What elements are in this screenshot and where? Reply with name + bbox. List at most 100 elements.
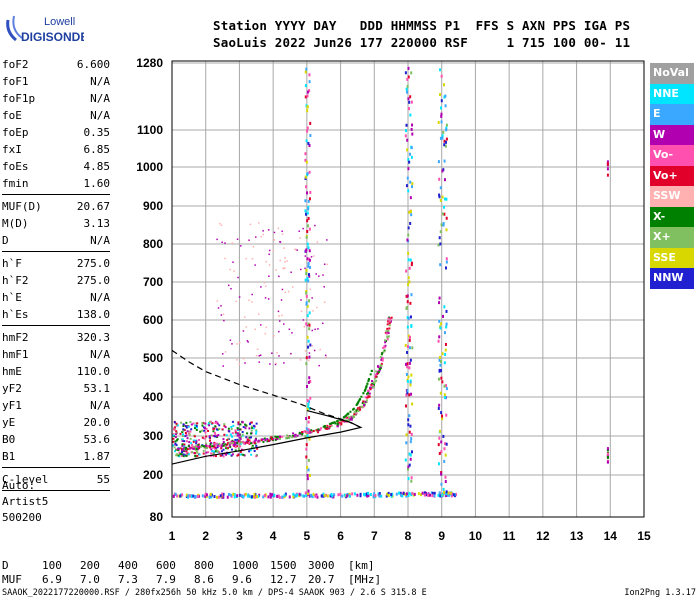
echo-point <box>323 494 326 498</box>
echo-point <box>193 447 196 450</box>
echo-point <box>220 447 223 450</box>
echo-point <box>404 458 407 462</box>
echo-point <box>377 372 380 375</box>
echo-point <box>250 453 253 456</box>
echo-point <box>177 449 180 452</box>
echo-point <box>236 359 238 361</box>
echo-point <box>329 422 332 425</box>
echo-point <box>203 437 206 440</box>
echo-point <box>256 447 259 450</box>
header-line-1: Station YYYY DAY DDD HHMMSS P1 FFS S AXN… <box>213 18 631 33</box>
echo-point <box>231 343 233 345</box>
echo-point <box>194 495 197 499</box>
echo-point <box>433 494 436 498</box>
echo-point <box>175 433 178 436</box>
echo-point <box>282 267 284 270</box>
echo-point <box>279 259 281 262</box>
echo-point <box>193 435 196 438</box>
echo-point <box>326 239 328 241</box>
echo-point <box>353 413 356 416</box>
echo-point <box>405 373 408 377</box>
y-tick-label: 80 <box>150 510 164 524</box>
echo-point <box>351 415 354 418</box>
echo-point <box>181 493 184 497</box>
echo-point <box>323 286 325 288</box>
legend-item: X+ <box>650 227 694 248</box>
echo-point <box>442 487 445 491</box>
echo-point <box>390 316 393 319</box>
echo-point <box>231 440 234 443</box>
echo-point <box>248 439 251 442</box>
echo-point <box>180 447 183 450</box>
param-row: foF1 N/A <box>2 73 110 90</box>
echo-point <box>445 137 448 141</box>
echo-point <box>196 448 199 451</box>
echo-point <box>262 495 265 499</box>
echo-point <box>255 354 258 357</box>
x-tick-label: 7 <box>371 529 378 543</box>
echo-point <box>260 235 262 238</box>
echo-point <box>218 424 221 427</box>
param-separator <box>2 251 110 252</box>
echo-point <box>265 260 268 263</box>
echo-point <box>372 495 375 499</box>
echo-point <box>378 492 381 496</box>
echo-point <box>236 441 239 444</box>
echo-point <box>231 432 234 435</box>
echo-point <box>285 436 288 439</box>
echo-point <box>356 403 359 406</box>
muf-value: 7.0 <box>80 573 100 586</box>
echo-point <box>243 493 246 497</box>
echo-point <box>187 425 190 428</box>
echo-point <box>437 493 440 497</box>
param-row: yE 20.0 <box>2 414 110 431</box>
echo-point <box>247 441 250 444</box>
echo-point <box>237 448 240 451</box>
echo-point <box>244 362 246 364</box>
echo-point <box>274 437 277 440</box>
echo-point <box>248 299 250 302</box>
echo-point <box>230 425 233 428</box>
echo-point <box>370 383 373 386</box>
echo-point <box>238 443 241 446</box>
echo-point <box>316 431 319 434</box>
echo-point <box>440 440 443 444</box>
polarization-legend: NoVal NNE E W Vo- Vo+ SSW X- X+ SSE NNW <box>650 63 694 289</box>
echo-point <box>262 233 265 236</box>
echo-point <box>375 379 378 382</box>
echo-point <box>291 434 294 437</box>
echo-point <box>438 296 441 300</box>
echo-point <box>351 492 354 496</box>
muf-distance-table: D 100 200 400 600 800 1000 1500 3000 [km] MUF 6… <box>2 559 381 587</box>
param-value: 53.6 <box>83 433 111 446</box>
echo-point <box>174 440 177 443</box>
echo-point <box>267 495 270 499</box>
x-tick-label: 14 <box>604 529 618 543</box>
echo-point <box>196 454 199 457</box>
echo-point <box>233 270 235 272</box>
echo-point <box>254 439 257 442</box>
echo-point <box>291 332 293 334</box>
echo-point <box>304 278 307 282</box>
echo-point <box>212 442 215 445</box>
echo-point <box>367 392 370 395</box>
param-value: N/A <box>90 109 110 122</box>
echo-point <box>217 450 220 453</box>
echo-point <box>294 248 296 251</box>
echo-point <box>311 329 313 332</box>
echo-point <box>188 448 191 451</box>
echo-point <box>194 448 197 451</box>
echo-point <box>185 426 188 429</box>
echo-point <box>247 341 249 343</box>
echo-point <box>278 495 281 499</box>
param-value: 6.85 <box>83 143 111 156</box>
echo-point <box>438 195 441 199</box>
echo-point <box>244 427 247 430</box>
param-value: N/A <box>90 234 110 247</box>
echo-point <box>375 373 378 376</box>
echo-point <box>204 494 207 498</box>
param-name: yE <box>2 416 16 429</box>
echo-point <box>172 427 175 430</box>
echo-point <box>208 439 211 442</box>
echo-point <box>227 492 230 496</box>
